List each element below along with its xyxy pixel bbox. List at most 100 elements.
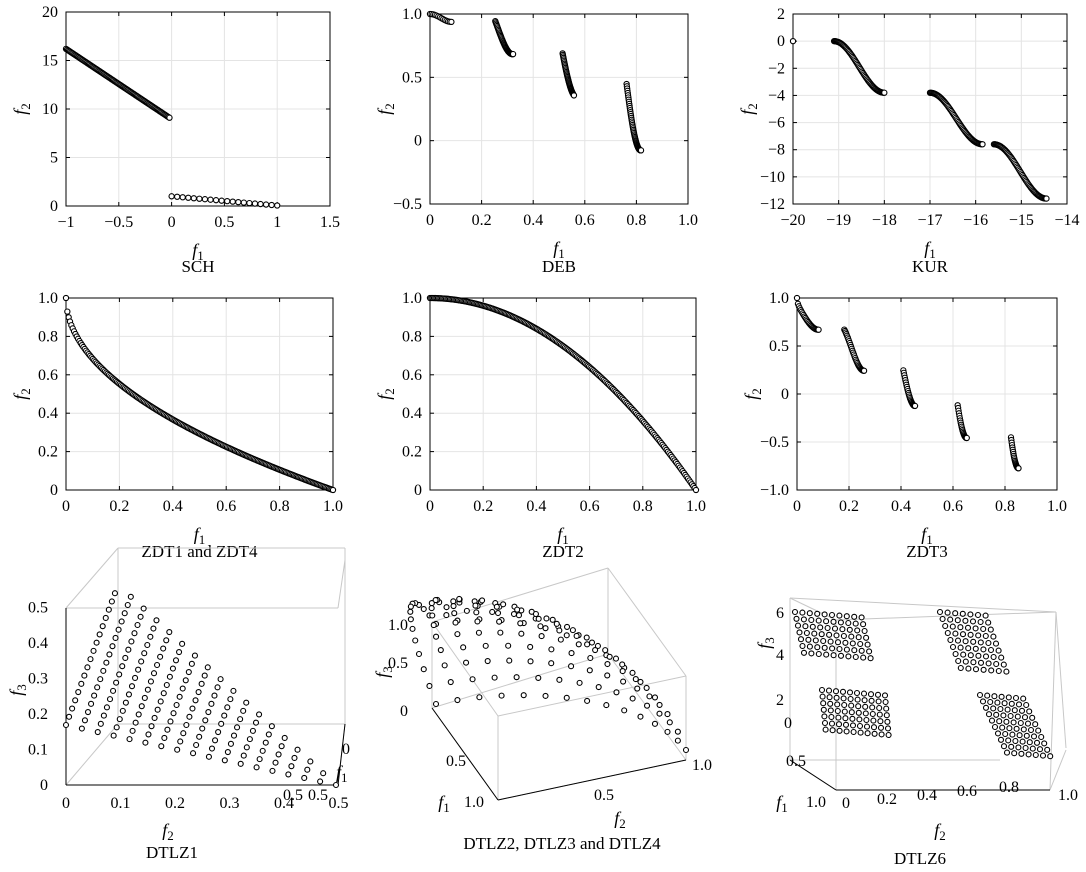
data-point: [407, 616, 414, 623]
data-point: [274, 202, 281, 209]
data-point: [563, 623, 571, 630]
data-point: [959, 631, 967, 638]
y-tick-label: 0.5: [769, 338, 789, 355]
x-tick-label: 0.3: [220, 795, 240, 812]
data-point: [604, 660, 611, 668]
x-axis-label-letter: f: [924, 238, 932, 258]
data-point: [808, 616, 815, 624]
y-tick-label: −0.5: [393, 196, 422, 213]
y-tick-label: 0.5: [786, 753, 806, 770]
y-tick-label: 0: [414, 133, 422, 150]
y-tick-label: 0.4: [402, 405, 422, 422]
data-point: [587, 654, 594, 662]
chart-caption: ZDT3: [906, 542, 948, 561]
data-point: [563, 632, 570, 639]
data-point: [979, 698, 987, 705]
data-point: [664, 728, 671, 735]
y-axis-label-subscript: 2: [18, 103, 33, 110]
data-point: [852, 620, 859, 627]
data-point: [970, 638, 977, 645]
y-axis-label-subscript: 2: [745, 103, 760, 110]
data-point: [1002, 730, 1009, 738]
data-point: [253, 764, 260, 771]
data-point: [256, 756, 263, 763]
data-point: [515, 612, 523, 619]
data-point: [207, 196, 214, 203]
data-point: [828, 713, 835, 721]
data-point: [1017, 719, 1024, 727]
data-point: [538, 633, 545, 640]
y-axis-label-subscript: 1: [341, 770, 348, 785]
x-tick-label: 0.6: [216, 498, 236, 515]
data-point: [875, 698, 882, 705]
data-point: [629, 669, 636, 676]
data-point: [814, 644, 821, 651]
data-point: [148, 723, 155, 730]
data-point: [91, 692, 98, 699]
y-tick-label: 0: [784, 715, 792, 732]
data-point: [174, 746, 181, 753]
data-point: [828, 611, 836, 619]
data-point: [789, 37, 797, 45]
data-point: [995, 667, 1002, 675]
data-point: [172, 657, 180, 664]
data-point: [911, 402, 919, 410]
data-point: [535, 674, 542, 681]
data-point: [982, 704, 990, 711]
x-tick-label: −18: [872, 212, 897, 229]
data-point: [150, 625, 157, 632]
data-point: [288, 763, 295, 770]
data-point: [664, 711, 671, 718]
data-point: [993, 711, 1000, 718]
data-point: [190, 750, 197, 757]
data-point: [569, 627, 576, 634]
data-point: [234, 724, 241, 731]
y-axis-label: f2: [374, 103, 397, 115]
data-point: [987, 698, 994, 706]
data-point: [182, 677, 189, 684]
data-point: [1006, 725, 1013, 732]
data-point: [809, 623, 816, 630]
data-point: [494, 609, 502, 617]
data-point: [848, 709, 855, 716]
data-point: [823, 618, 830, 625]
data-point: [818, 631, 825, 638]
data-point: [186, 713, 193, 720]
x-axis-label: f1: [553, 238, 565, 261]
data-point: [977, 618, 984, 626]
data-point: [105, 606, 112, 613]
data-point: [128, 638, 135, 645]
data-point: [604, 672, 611, 679]
y-axis-label-letter: f: [10, 107, 30, 115]
data-point: [568, 650, 575, 657]
data-point: [874, 691, 882, 698]
data-point: [957, 624, 964, 631]
data-point: [682, 746, 690, 754]
data-point: [794, 622, 802, 629]
data-point: [549, 616, 556, 623]
x-tick-label: 0: [426, 498, 434, 515]
data-point: [169, 665, 176, 672]
data-point: [821, 644, 828, 651]
z-axis-label: f3: [372, 666, 395, 678]
data-point: [845, 653, 852, 660]
data-point: [849, 640, 856, 647]
data-point: [208, 745, 216, 752]
data-point: [955, 657, 962, 665]
x-axis-label: f2: [162, 820, 174, 843]
data-point: [952, 630, 959, 637]
data-point: [857, 729, 864, 736]
data-point: [144, 686, 151, 693]
x-axis-label-subscript: 1: [558, 246, 565, 261]
data-point: [144, 641, 151, 649]
x-tick-label: 1.0: [686, 498, 706, 515]
data-point: [180, 730, 187, 737]
x-tick-label: 0.6: [580, 498, 600, 515]
x-tick-label: 1.0: [323, 498, 343, 515]
data-point: [563, 694, 570, 701]
data-point: [190, 195, 197, 202]
data-point: [800, 616, 807, 623]
data-point: [125, 691, 132, 698]
y-axis-label: f2: [10, 103, 33, 115]
